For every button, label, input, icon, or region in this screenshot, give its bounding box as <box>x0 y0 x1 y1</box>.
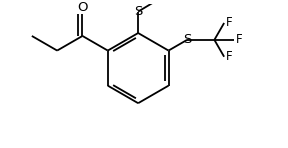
Text: O: O <box>77 1 88 14</box>
Text: F: F <box>235 33 242 46</box>
Text: S: S <box>134 5 142 18</box>
Text: F: F <box>226 16 232 29</box>
Text: F: F <box>226 50 232 63</box>
Text: S: S <box>183 33 191 46</box>
